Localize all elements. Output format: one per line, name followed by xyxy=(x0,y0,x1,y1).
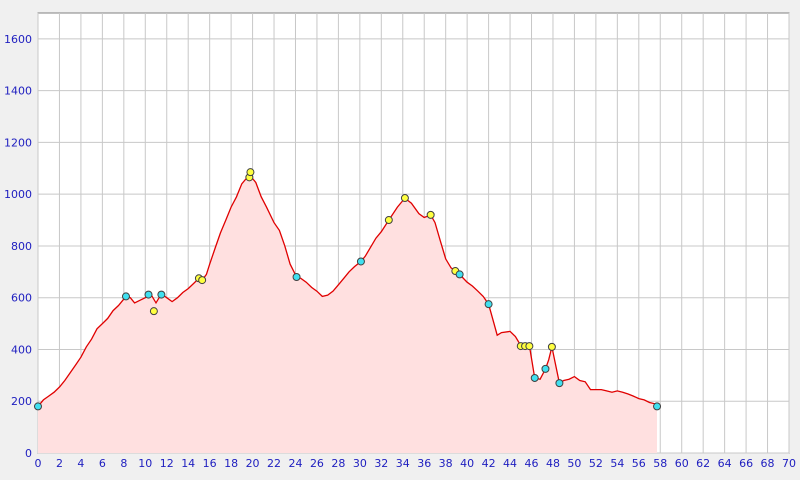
y-tick-label: 1200 xyxy=(4,136,32,149)
x-tick-label: 10 xyxy=(138,457,152,470)
waypoint-marker xyxy=(246,168,255,177)
x-tick-label: 2 xyxy=(56,457,63,470)
elevation-area xyxy=(37,170,658,453)
x-tick-label: 30 xyxy=(353,457,367,470)
waypoint-marker xyxy=(547,342,556,351)
x-tick-label: 26 xyxy=(310,457,324,470)
x-tick-label: 62 xyxy=(696,457,710,470)
waypoint-marker xyxy=(356,257,365,266)
y-tick-label: 600 xyxy=(11,292,32,305)
x-tick-label: 0 xyxy=(35,457,42,470)
y-tick-label: 200 xyxy=(11,395,32,408)
x-tick-label: 32 xyxy=(374,457,388,470)
y-tick-label: 0 xyxy=(25,447,32,460)
waypoint-marker xyxy=(384,216,393,225)
x-tick-label: 6 xyxy=(99,457,106,470)
x-tick-label: 52 xyxy=(589,457,603,470)
waypoint-marker xyxy=(157,290,166,299)
x-tick-label: 46 xyxy=(525,457,539,470)
x-tick-label: 64 xyxy=(718,457,732,470)
y-tick-label: 1400 xyxy=(4,85,32,98)
waypoint-marker xyxy=(149,307,158,316)
x-tick-label: 68 xyxy=(761,457,775,470)
x-tick-label: 22 xyxy=(267,457,281,470)
waypoint-marker xyxy=(525,342,534,351)
waypoint-marker xyxy=(292,273,301,281)
waypoint-marker xyxy=(426,210,435,219)
x-tick-label: 70 xyxy=(782,457,796,470)
x-tick-label: 38 xyxy=(439,457,453,470)
x-tick-label: 60 xyxy=(675,457,689,470)
x-tick-label: 12 xyxy=(160,457,174,470)
x-tick-label: 16 xyxy=(203,457,217,470)
x-tick-label: 24 xyxy=(288,457,302,470)
waypoint-marker xyxy=(34,402,42,411)
waypoint-marker xyxy=(198,276,207,285)
x-tick-label: 48 xyxy=(546,457,560,470)
waypoint-marker xyxy=(530,373,539,382)
y-tick-label: 400 xyxy=(11,343,32,356)
waypoint-marker xyxy=(484,300,493,309)
waypoint-markers xyxy=(34,168,662,411)
x-tick-label: 56 xyxy=(632,457,646,470)
waypoint-marker xyxy=(455,270,464,279)
waypoint-marker xyxy=(400,194,409,203)
x-axis-ticks: 0 2 4 6 8 10 12 14 16 18 20 22 24 26 28 30 32 34 36 38 40 42 4… xyxy=(35,457,797,470)
x-tick-label: 42 xyxy=(482,457,496,470)
x-tick-label: 4 xyxy=(77,457,84,470)
x-tick-label: 44 xyxy=(503,457,517,470)
elevation-fill xyxy=(38,172,657,453)
waypoint-marker xyxy=(121,292,130,301)
x-tick-label: 50 xyxy=(567,457,581,470)
waypoint-marker xyxy=(555,379,564,388)
y-axis-ticks: 0 200 400 600 800 1000 1200 1400 1600 xyxy=(4,33,32,460)
x-tick-label: 20 xyxy=(246,457,260,470)
x-tick-label: 36 xyxy=(417,457,431,470)
x-tick-label: 58 xyxy=(653,457,667,470)
x-tick-label: 14 xyxy=(181,457,195,470)
x-tick-label: 18 xyxy=(224,457,238,470)
x-tick-label: 8 xyxy=(120,457,127,470)
waypoint-marker xyxy=(144,290,153,299)
y-tick-label: 800 xyxy=(11,240,32,253)
x-tick-label: 40 xyxy=(460,457,474,470)
waypoint-marker xyxy=(653,402,662,411)
x-tick-label: 34 xyxy=(396,457,410,470)
y-tick-label: 1600 xyxy=(4,33,32,46)
y-tick-label: 1000 xyxy=(4,188,32,201)
x-tick-label: 28 xyxy=(331,457,345,470)
x-tick-label: 54 xyxy=(610,457,624,470)
elevation-line xyxy=(37,170,658,407)
x-tick-label: 66 xyxy=(739,457,753,470)
waypoint-marker xyxy=(541,364,550,373)
